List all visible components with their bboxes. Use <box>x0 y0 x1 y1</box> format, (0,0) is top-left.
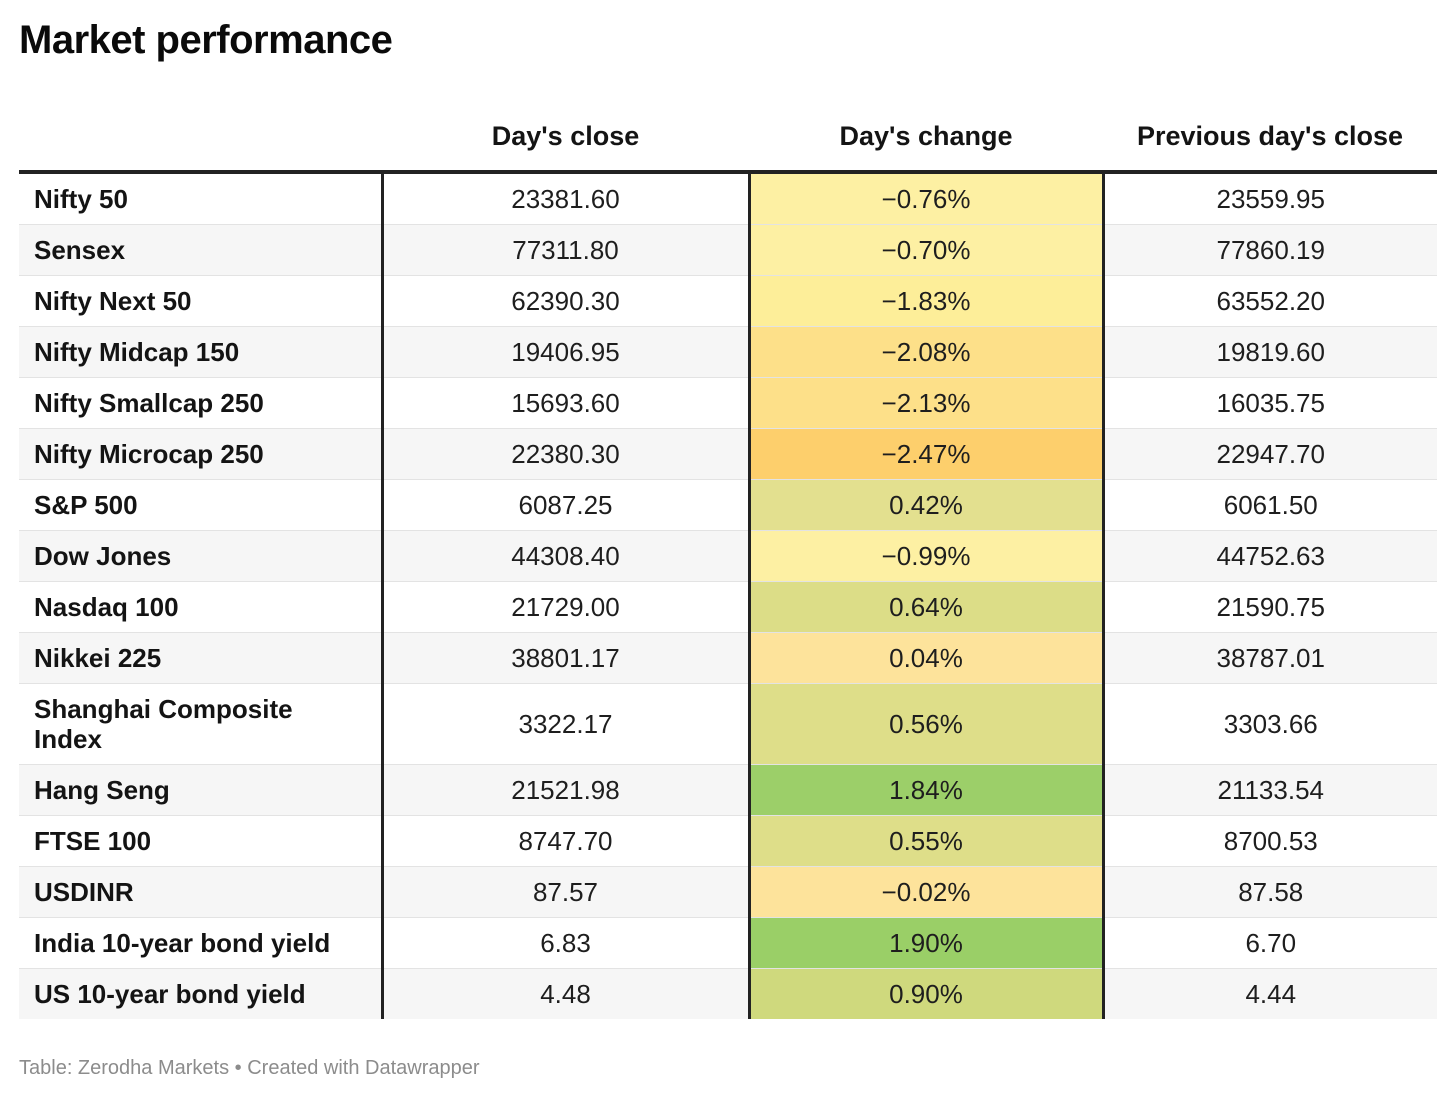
row-name: Nifty Next 50 <box>19 275 384 327</box>
previous-close-cell: 21590.75 <box>1103 581 1437 633</box>
row-name: Nifty Microcap 250 <box>19 428 384 480</box>
days-change-cell: 0.90% <box>749 968 1105 1019</box>
header-days-change: Day's change <box>749 106 1103 174</box>
row-name: Nifty 50 <box>19 172 384 225</box>
days-change-cell: −1.83% <box>749 275 1105 327</box>
previous-close-cell: 21133.54 <box>1103 764 1437 816</box>
days-close-cell: 19406.95 <box>382 326 751 378</box>
row-name: US 10-year bond yield <box>19 968 384 1019</box>
days-change-cell: 0.64% <box>749 581 1105 633</box>
previous-close-cell: 4.44 <box>1103 968 1437 1019</box>
table-row: Nifty Smallcap 250 15693.60 −2.13% 16035.75 <box>19 377 1437 429</box>
row-name: Sensex <box>19 224 384 276</box>
days-close-cell: 21729.00 <box>382 581 751 633</box>
row-name: Hang Seng <box>19 764 384 816</box>
table-row: USDINR 87.57 −0.02% 87.58 <box>19 866 1437 918</box>
previous-close-cell: 44752.63 <box>1103 530 1437 582</box>
row-name: Nasdaq 100 <box>19 581 384 633</box>
row-name: India 10-year bond yield <box>19 917 384 969</box>
previous-close-cell: 77860.19 <box>1103 224 1437 276</box>
market-performance-table: Day's close Day's change Previous day's … <box>19 106 1437 1019</box>
row-name: Nifty Midcap 150 <box>19 326 384 378</box>
table-row: Nasdaq 100 21729.00 0.64% 21590.75 <box>19 581 1437 633</box>
table-row: S&P 500 6087.25 0.42% 6061.50 <box>19 479 1437 531</box>
table-row: Nifty Microcap 250 22380.30 −2.47% 22947.70 <box>19 428 1437 480</box>
previous-close-cell: 8700.53 <box>1103 815 1437 867</box>
days-close-cell: 62390.30 <box>382 275 751 327</box>
row-name: S&P 500 <box>19 479 384 531</box>
table-row: Dow Jones 44308.40 −0.99% 44752.63 <box>19 530 1437 582</box>
table-row: Hang Seng 21521.98 1.84% 21133.54 <box>19 764 1437 816</box>
previous-close-cell: 6.70 <box>1103 917 1437 969</box>
days-close-cell: 87.57 <box>382 866 751 918</box>
source-footer: Table: Zerodha Markets • Created with Da… <box>19 1057 480 1079</box>
table-row: Nifty Midcap 150 19406.95 −2.08% 19819.60 <box>19 326 1437 378</box>
row-name: Nifty Smallcap 250 <box>19 377 384 429</box>
row-name: Dow Jones <box>19 530 384 582</box>
days-change-cell: 1.90% <box>749 917 1105 969</box>
previous-close-cell: 23559.95 <box>1103 172 1437 225</box>
days-change-cell: 0.56% <box>749 683 1105 765</box>
row-name: FTSE 100 <box>19 815 384 867</box>
days-close-cell: 4.48 <box>382 968 751 1019</box>
days-change-cell: 0.55% <box>749 815 1105 867</box>
days-change-cell: 0.42% <box>749 479 1105 531</box>
previous-close-cell: 22947.70 <box>1103 428 1437 480</box>
header-days-close: Day's close <box>382 106 749 174</box>
header-row: Day's close Day's change Previous day's … <box>19 106 1437 174</box>
days-change-cell: −2.13% <box>749 377 1105 429</box>
previous-close-cell: 87.58 <box>1103 866 1437 918</box>
days-close-cell: 77311.80 <box>382 224 751 276</box>
previous-close-cell: 19819.60 <box>1103 326 1437 378</box>
table-row: Sensex 77311.80 −0.70% 77860.19 <box>19 224 1437 276</box>
days-close-cell: 21521.98 <box>382 764 751 816</box>
table-row: FTSE 100 8747.70 0.55% 8700.53 <box>19 815 1437 867</box>
days-change-cell: −0.76% <box>749 172 1105 225</box>
chart-title: Market performance <box>19 18 393 62</box>
days-close-cell: 6087.25 <box>382 479 751 531</box>
days-change-cell: −0.70% <box>749 224 1105 276</box>
row-name: Shanghai Composite Index <box>19 683 384 765</box>
days-close-cell: 3322.17 <box>382 683 751 765</box>
table-row: US 10-year bond yield 4.48 0.90% 4.44 <box>19 968 1437 1019</box>
days-change-cell: −2.08% <box>749 326 1105 378</box>
days-close-cell: 23381.60 <box>382 172 751 225</box>
previous-close-cell: 6061.50 <box>1103 479 1437 531</box>
days-close-cell: 38801.17 <box>382 632 751 684</box>
days-close-cell: 22380.30 <box>382 428 751 480</box>
days-change-cell: −2.47% <box>749 428 1105 480</box>
previous-close-cell: 38787.01 <box>1103 632 1437 684</box>
table-row: Nifty 50 23381.60 −0.76% 23559.95 <box>19 172 1437 225</box>
header-name <box>19 106 382 174</box>
table-row: Nikkei 225 38801.17 0.04% 38787.01 <box>19 632 1437 684</box>
row-name: Nikkei 225 <box>19 632 384 684</box>
days-change-cell: 0.04% <box>749 632 1105 684</box>
row-name: USDINR <box>19 866 384 918</box>
days-change-cell: −0.99% <box>749 530 1105 582</box>
days-close-cell: 8747.70 <box>382 815 751 867</box>
days-close-cell: 44308.40 <box>382 530 751 582</box>
table-row: Nifty Next 50 62390.30 −1.83% 63552.20 <box>19 275 1437 327</box>
days-change-cell: 1.84% <box>749 764 1105 816</box>
days-close-cell: 6.83 <box>382 917 751 969</box>
table-row: Shanghai Composite Index 3322.17 0.56% 3303… <box>19 683 1437 765</box>
header-previous-close: Previous day's close <box>1103 106 1437 174</box>
days-close-cell: 15693.60 <box>382 377 751 429</box>
previous-close-cell: 63552.20 <box>1103 275 1437 327</box>
table-body: Nifty 50 23381.60 −0.76% 23559.95 Sensex 7731… <box>19 172 1437 1019</box>
previous-close-cell: 16035.75 <box>1103 377 1437 429</box>
previous-close-cell: 3303.66 <box>1103 683 1437 765</box>
days-change-cell: −0.02% <box>749 866 1105 918</box>
table-row: India 10-year bond yield 6.83 1.90% 6.70 <box>19 917 1437 969</box>
